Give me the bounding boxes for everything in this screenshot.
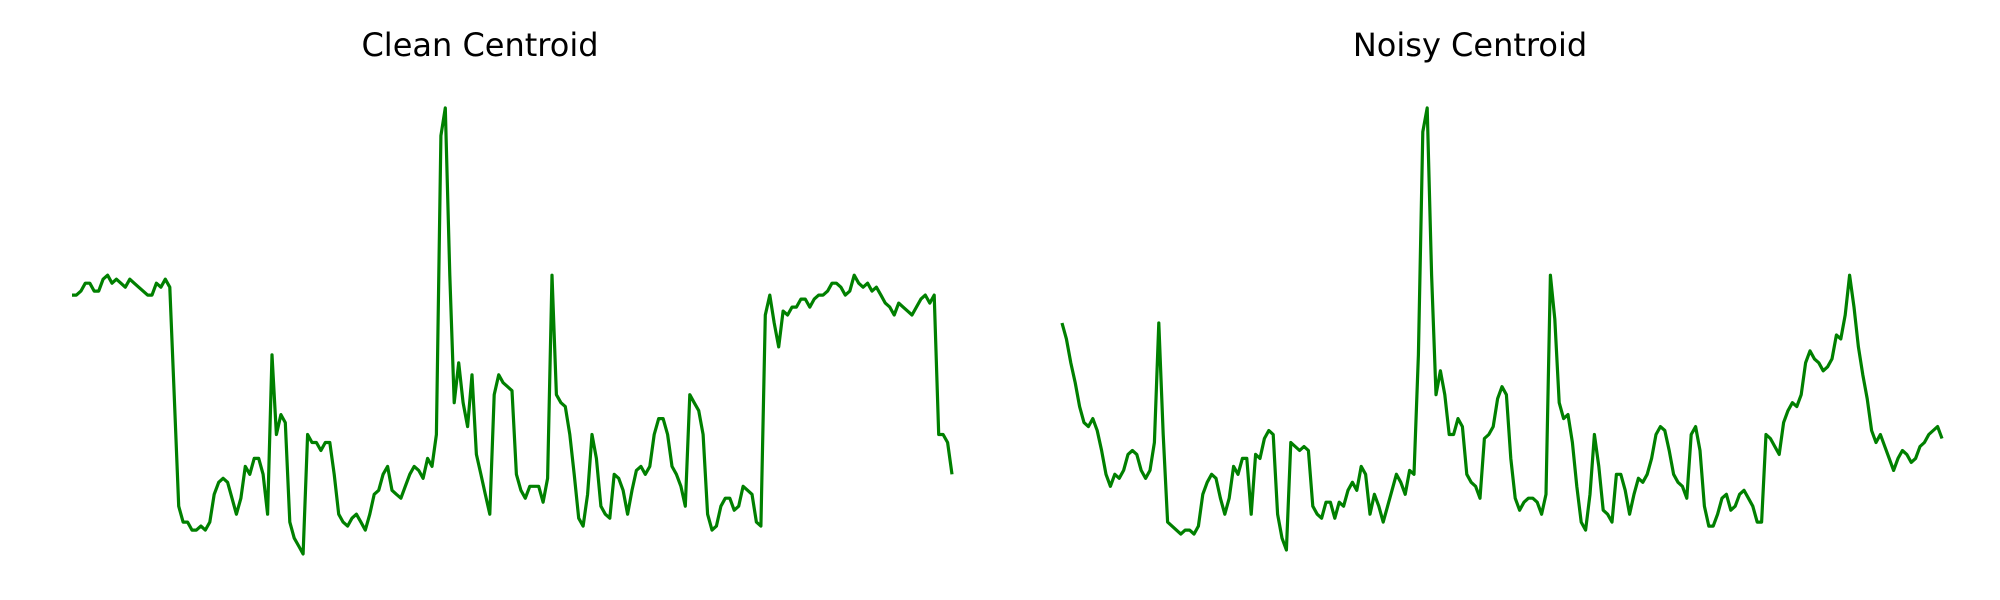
line-chart-clean xyxy=(72,106,954,556)
series-line-noisy xyxy=(1060,106,1944,552)
chart-title-noisy: Noisy Centroid xyxy=(1352,26,1588,64)
chart-panel-noisy: Noisy Centroid xyxy=(990,0,1950,600)
chart-panel-clean: Clean Centroid xyxy=(0,0,960,600)
chart-title-clean: Clean Centroid xyxy=(361,26,599,64)
series-line-clean xyxy=(72,106,954,556)
line-chart-noisy xyxy=(1060,106,1944,552)
